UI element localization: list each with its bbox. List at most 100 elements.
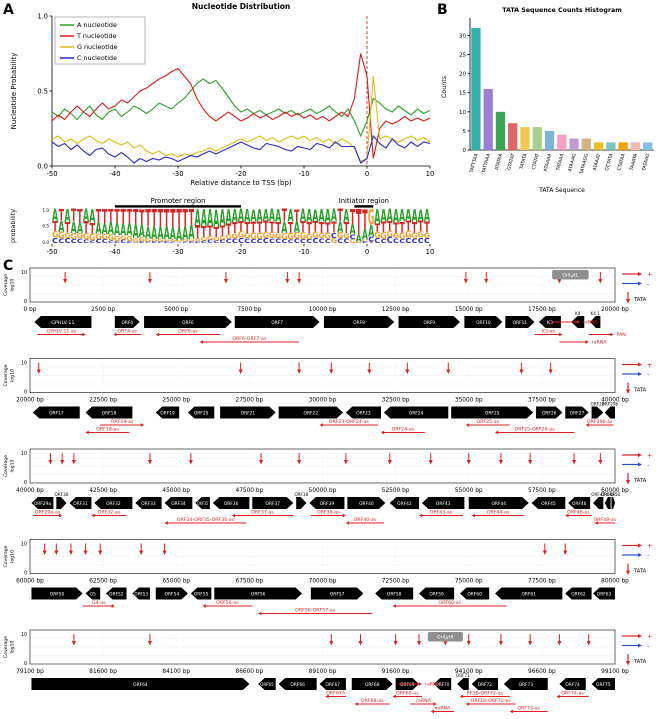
gene-label: ORF70 (436, 682, 450, 688)
logo-letter: G (263, 231, 270, 240)
logo-letter: G (64, 231, 71, 240)
antisense-arrowhead-icon (559, 332, 563, 337)
x-tick: TAAATA (628, 152, 639, 172)
logo-x-tick: -50 (46, 248, 57, 256)
gene-arrow (389, 497, 420, 509)
bar (483, 88, 493, 150)
logo-letter: A (343, 206, 349, 227)
antisense-arrowhead-icon (202, 604, 206, 608)
logo-letter: A (188, 221, 194, 245)
logo-letter: A (405, 205, 411, 224)
bar (544, 130, 555, 150)
gene-arrow (296, 497, 307, 509)
logo-letter: A (306, 206, 312, 227)
antisense-label: ORF19-as (111, 419, 134, 425)
tata-arrowhead-icon (563, 550, 568, 555)
logo-letter: C (89, 240, 96, 244)
gene-arrow (278, 678, 317, 690)
y-tick: 25 (459, 53, 466, 59)
gene-label: ORF40 (359, 501, 374, 507)
coverage-y-label: Coverage (3, 455, 9, 477)
logo-x-tick: -10 (298, 248, 309, 256)
coverage-y-label: log10 (10, 369, 16, 382)
y-tick: 15 (459, 91, 466, 97)
tata-arrowhead-icon (54, 550, 59, 555)
gene-arrow (155, 406, 180, 419)
logo-letter: T (183, 206, 188, 233)
gene-label: ORF50 (606, 492, 620, 497)
tata-arrowhead-icon (297, 279, 302, 284)
x-tick: GTATAT (506, 153, 516, 171)
gene-arrow (531, 497, 566, 509)
logo-letter: A (207, 206, 213, 233)
logo-letter: C (164, 241, 170, 244)
ruler-tick: 20000 bp (16, 398, 44, 404)
logo-letter: T (96, 206, 102, 227)
logo-letter: A (331, 207, 338, 226)
ruler-tick: 35000 bp (455, 398, 483, 404)
logo-letter: T (176, 204, 182, 235)
logo-letter: A (318, 207, 325, 226)
ruler-tick: 12500 bp (382, 307, 410, 313)
logo-letter: T (406, 217, 412, 234)
x-tick: TATAAA (555, 152, 566, 172)
nucleotide-distribution-chart: Nucleotide Distribution 0.0 0.5 1.0 Nucleoti… (10, 2, 434, 187)
logo-letter: T (201, 224, 207, 242)
legend-plus-label: + (647, 542, 652, 550)
logo-letter: A (133, 223, 139, 244)
gene-arrow (155, 587, 188, 600)
x-tick: -50 (46, 170, 57, 178)
track-1: 10 0 Coverage log10 OriLytL 0 bp 2500 bp 5000 b… (3, 267, 652, 346)
antisense-arrowhead-icon (565, 513, 569, 518)
logo-letter: G (294, 230, 301, 240)
logo-letter: A (226, 205, 232, 229)
logo-letter: G (250, 231, 257, 241)
coverage-y-tick: 10 (21, 542, 27, 548)
bar (508, 123, 518, 150)
antisense-arrowhead-icon (610, 332, 614, 337)
gene-arrow (132, 587, 150, 600)
gene-label: ORF19 (160, 411, 175, 417)
gene-label: ORF9 (423, 320, 435, 326)
panel-b-label: B (437, 2, 448, 18)
gene-arrow (56, 497, 67, 509)
gene-arrow (398, 316, 460, 328)
logo-letter: G (244, 231, 251, 240)
logo-letter: A (52, 207, 59, 226)
logo-letter: T (90, 220, 96, 238)
bar (606, 142, 616, 150)
logo-letter: G (95, 232, 102, 241)
chart-legend: A nucleotide T nucleotide G nucleotide C nu… (54, 16, 146, 65)
logo-letter: T (368, 242, 374, 244)
logo-letter: T (424, 219, 430, 236)
ruler-tick: 50000 bp (309, 488, 337, 494)
ruler-tick: 30000 bp (309, 398, 337, 404)
antisense-arrowhead-icon (594, 521, 598, 525)
orilyt-box (552, 270, 589, 280)
antisense-label: ORF34-ORF35-ORF36-as (177, 517, 235, 523)
gene-label: ORF47 (591, 492, 605, 497)
antisense-label: ORF29a-as (35, 509, 61, 515)
logo-letter: A (368, 221, 374, 240)
logo-letter: T (331, 219, 337, 237)
series-line (51, 78, 431, 138)
logo-letter: T (139, 205, 145, 230)
logo-x-tick: 10 (426, 248, 435, 256)
gene-label: K4.1 (591, 311, 601, 316)
x-axis-label: TATA Sequence (538, 187, 585, 194)
logo-letter: T (189, 205, 194, 230)
antisense-label: ORF37-as (251, 509, 274, 515)
antisense-label: ORF4-as (117, 328, 137, 334)
legend-plus-label: + (647, 271, 652, 279)
legend-tata-label: TATA (633, 478, 647, 484)
gene-label: ORF52 (109, 592, 124, 598)
logo-letter: A (269, 207, 276, 226)
gene-arrow (536, 406, 563, 419)
logo-letter: T (127, 205, 133, 229)
logo-letter: T (269, 218, 274, 235)
tata-arrowhead-icon (528, 460, 533, 465)
gene-label: ORF32 (106, 501, 121, 507)
antisense-label: ORF18-as (96, 426, 119, 432)
gene-label: ORF7 (271, 320, 283, 326)
